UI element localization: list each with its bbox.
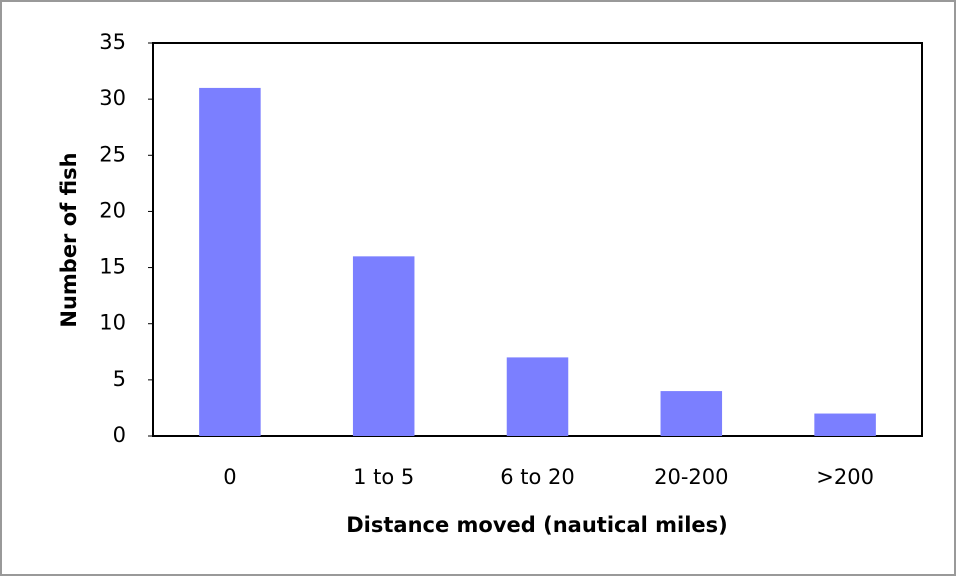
x-tick-label: >200 [816, 465, 874, 489]
y-tick-label: 20 [99, 198, 126, 222]
y-tick-label: 25 [99, 142, 126, 166]
y-tick-label: 15 [99, 255, 126, 279]
bar [199, 87, 261, 437]
y-tick-label: 0 [113, 423, 126, 447]
bar [660, 391, 723, 436]
y-tick-label: 30 [99, 86, 126, 110]
y-tick-label: 10 [99, 311, 126, 335]
y-tick-label: 35 [99, 30, 126, 54]
x-axis-title: Distance moved (nautical miles) [346, 513, 728, 537]
x-tick-label: 0 [223, 465, 236, 489]
bar [352, 256, 415, 436]
x-tick-label: 1 to 5 [353, 465, 414, 489]
x-tick-label: 20-200 [654, 465, 728, 489]
bar [506, 357, 569, 436]
bar [814, 413, 876, 436]
y-axis-title: Number of fish [57, 152, 81, 327]
y-tick-label: 5 [113, 367, 126, 391]
x-tick-label: 6 to 20 [500, 465, 575, 489]
